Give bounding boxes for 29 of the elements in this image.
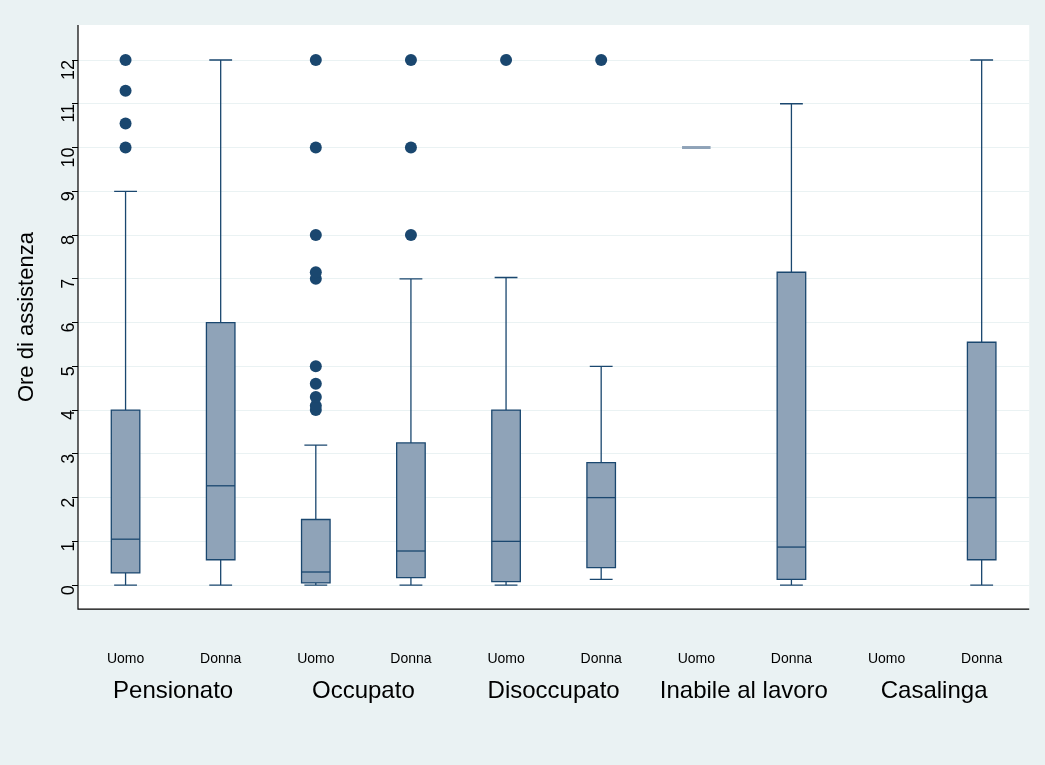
y-tick-label: 12 bbox=[57, 60, 78, 81]
x-tick-label: Uomo bbox=[487, 650, 525, 667]
x-tick-label: Donna bbox=[390, 650, 432, 667]
y-tick-label: 7 bbox=[57, 278, 78, 289]
y-tick-label: 11 bbox=[57, 103, 78, 123]
y-tick-label: 1 bbox=[57, 541, 78, 552]
text: Pensionato bbox=[113, 675, 234, 703]
x-tick-label: Donna bbox=[200, 650, 242, 667]
y-tick-label: 5 bbox=[57, 366, 78, 377]
text: Disoccupato bbox=[487, 675, 620, 703]
y-tick-label: 9 bbox=[57, 191, 78, 202]
y-tick-label: 0 bbox=[57, 585, 78, 596]
y-tick-label: 8 bbox=[57, 235, 78, 246]
x-tick-label: Donna bbox=[580, 650, 623, 667]
text: Inabile al lavoro bbox=[659, 675, 828, 703]
y-tick-label: 10 bbox=[57, 147, 78, 168]
x-tick-label: Uomo bbox=[867, 650, 906, 667]
x-tick-label: Uomo bbox=[297, 650, 335, 667]
x-tick-label: Donna bbox=[961, 650, 1003, 667]
x-tick-label: Uomo bbox=[106, 650, 145, 667]
y-axis-title: Ore di assistenza bbox=[13, 231, 39, 403]
x-tick-label: Uomo bbox=[677, 650, 716, 667]
text: Casalinga bbox=[880, 675, 989, 703]
x-tick-label: Donna bbox=[770, 650, 813, 667]
y-tick-label: 3 bbox=[57, 453, 78, 464]
y-tick-label: 6 bbox=[57, 322, 78, 333]
y-tick-label: 2 bbox=[57, 497, 78, 508]
text: Occupato bbox=[312, 675, 415, 703]
y-tick-label: 4 bbox=[57, 410, 78, 421]
